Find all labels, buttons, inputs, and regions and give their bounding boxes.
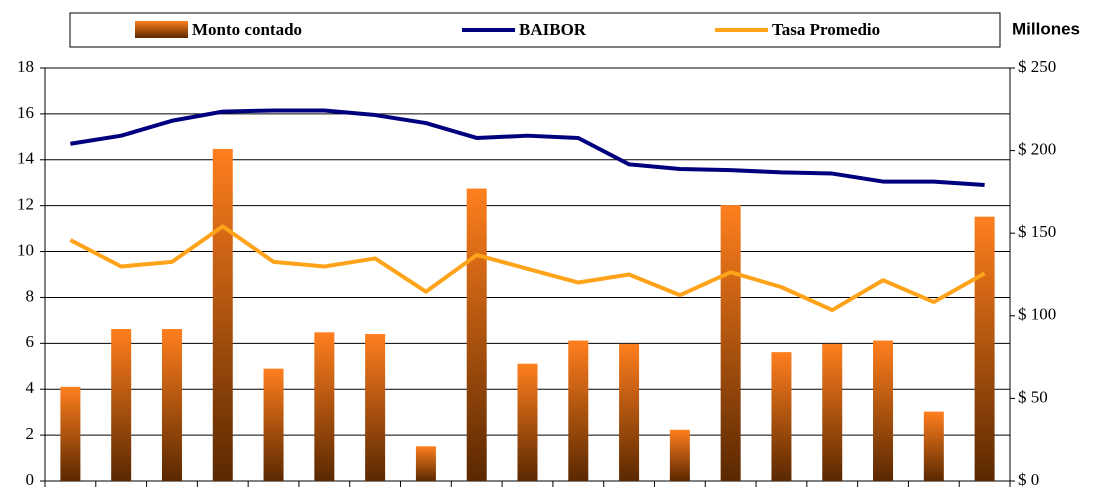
- bar: [873, 340, 894, 481]
- line: [69, 224, 986, 313]
- bar: [568, 340, 589, 481]
- bar: [720, 205, 741, 481]
- y2-tick-label: $ 250: [1018, 57, 1056, 76]
- bar: [263, 368, 284, 481]
- bar: [212, 148, 233, 481]
- bar: [466, 188, 487, 481]
- y-tick-label: 6: [26, 332, 35, 351]
- bar: [60, 386, 81, 481]
- y2-tick-label: $ 100: [1018, 305, 1056, 324]
- y2-axis-label: Millones: [1012, 19, 1080, 38]
- y-tick-label: 16: [17, 103, 34, 122]
- bar: [161, 329, 182, 481]
- y-tick-label: 8: [26, 286, 35, 305]
- legend-label: BAIBOR: [519, 20, 587, 39]
- legend-box: [69, 12, 1001, 48]
- bar: [314, 332, 335, 481]
- y2-tick-label: $ 0: [1018, 470, 1039, 488]
- y2-tick-label: $ 200: [1018, 140, 1056, 159]
- bar: [111, 329, 132, 481]
- bar: [822, 343, 843, 481]
- legend-swatch: [135, 21, 188, 38]
- y2-tick-label: $ 50: [1018, 387, 1048, 406]
- y-tick-label: 14: [17, 149, 35, 168]
- bar: [517, 363, 538, 481]
- bar: [619, 343, 640, 481]
- bar: [771, 352, 792, 481]
- legend-label: Monto contado: [192, 20, 302, 39]
- bar: [415, 446, 436, 481]
- legend-label: Tasa Promedio: [772, 20, 880, 39]
- y-tick-label: 2: [26, 424, 35, 443]
- bar: [923, 411, 944, 481]
- y-tick-label: 4: [26, 378, 35, 397]
- y-tick-label: 12: [17, 195, 34, 214]
- bar: [974, 216, 995, 481]
- y2-tick-label: $ 150: [1018, 222, 1056, 241]
- bar: [669, 429, 690, 481]
- y-tick-label: 10: [17, 240, 34, 259]
- y-tick-label: 18: [17, 57, 34, 76]
- line: [70, 108, 985, 188]
- bar: [365, 333, 386, 481]
- y-tick-label: 0: [26, 470, 35, 488]
